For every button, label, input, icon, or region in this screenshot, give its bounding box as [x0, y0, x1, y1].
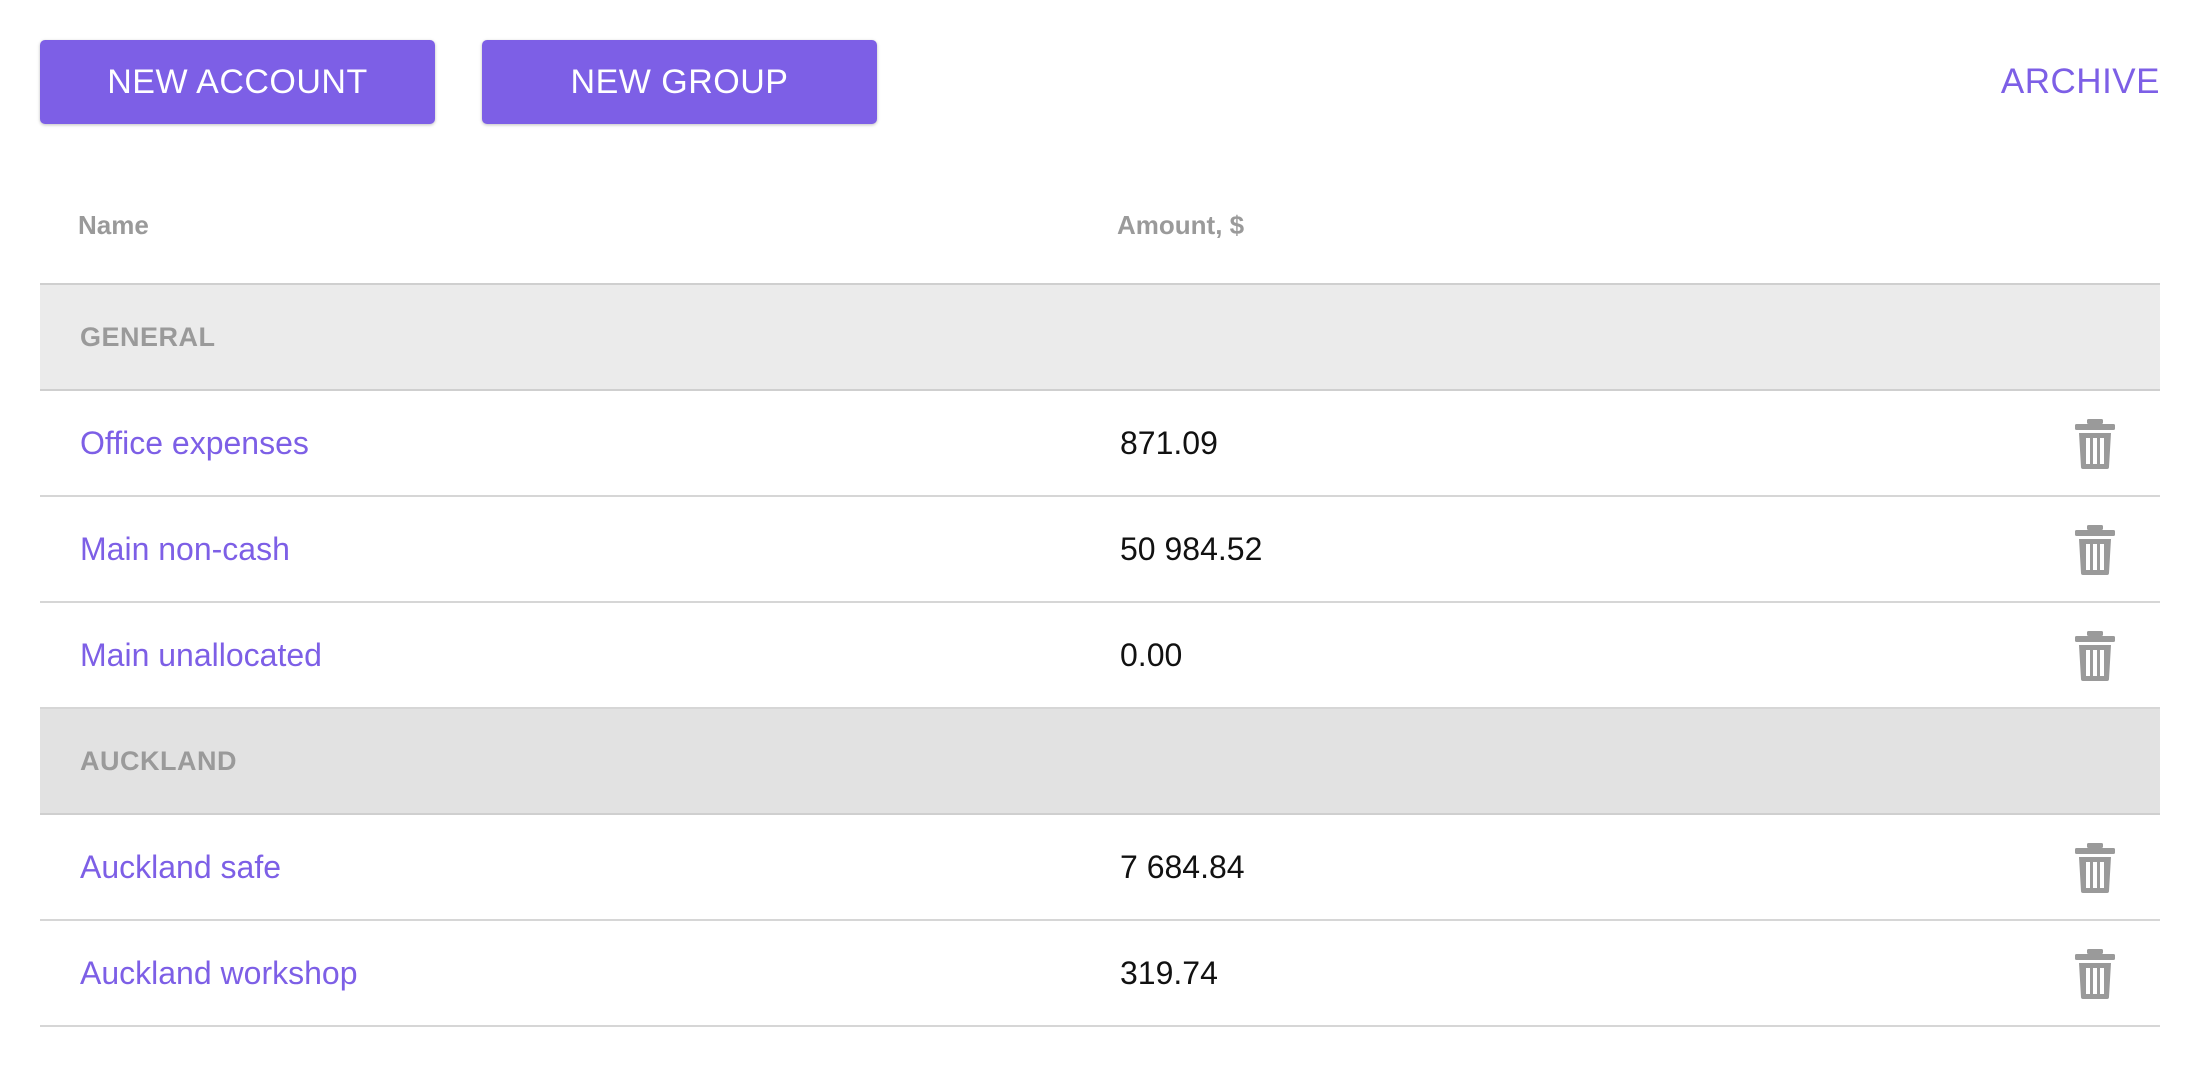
trash-icon[interactable]: [2073, 843, 2117, 893]
accounts-table: Name Amount, $ GENERAL Office expenses 8…: [40, 170, 2160, 1027]
account-name-link[interactable]: Auckland workshop: [80, 954, 358, 991]
group-row-auckland: AUCKLAND: [40, 709, 2160, 815]
account-row: Main non-cash 50 984.52: [40, 497, 2160, 603]
table-header: Name Amount, $: [40, 170, 2160, 285]
account-row: Auckland workshop 319.74: [40, 921, 2160, 1027]
trash-icon[interactable]: [2073, 631, 2117, 681]
new-group-button[interactable]: NEW GROUP: [482, 40, 877, 124]
account-amount: 871.09: [1120, 424, 1218, 461]
trash-icon[interactable]: [2073, 525, 2117, 575]
group-row-general: GENERAL: [40, 285, 2160, 391]
account-amount: 0.00: [1120, 636, 1183, 673]
account-row: Office expenses 871.09: [40, 391, 2160, 497]
new-account-button[interactable]: NEW ACCOUNT: [40, 40, 435, 124]
group-label: GENERAL: [80, 321, 216, 352]
account-amount: 50 984.52: [1120, 530, 1263, 567]
account-row: Main unallocated 0.00: [40, 603, 2160, 709]
name-column-header: Name: [78, 210, 149, 240]
account-amount: 7 684.84: [1120, 848, 1245, 885]
trash-icon[interactable]: [2073, 949, 2117, 999]
toolbar: NEW ACCOUNT NEW GROUP ARCHIVE: [40, 40, 2160, 124]
account-row: Auckland safe 7 684.84: [40, 815, 2160, 921]
account-name-link[interactable]: Auckland safe: [80, 848, 282, 885]
amount-column-header: Amount, $: [1117, 210, 1245, 240]
archive-link[interactable]: ARCHIVE: [2000, 62, 2160, 101]
trash-icon[interactable]: [2073, 419, 2117, 469]
account-name-link[interactable]: Main non-cash: [80, 530, 290, 567]
group-label: AUCKLAND: [80, 745, 237, 776]
account-name-link[interactable]: Office expenses: [80, 424, 309, 461]
account-name-link[interactable]: Main unallocated: [80, 636, 322, 673]
account-amount: 319.74: [1120, 954, 1218, 991]
